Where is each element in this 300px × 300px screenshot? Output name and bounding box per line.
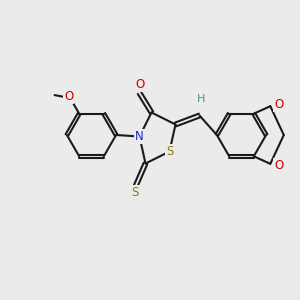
Text: N: N [135,130,144,143]
Text: O: O [274,159,283,172]
Text: O: O [274,98,283,111]
Text: S: S [166,145,173,158]
Text: O: O [64,90,73,103]
Text: S: S [131,186,139,199]
Text: H: H [197,94,205,103]
Text: O: O [135,78,144,91]
